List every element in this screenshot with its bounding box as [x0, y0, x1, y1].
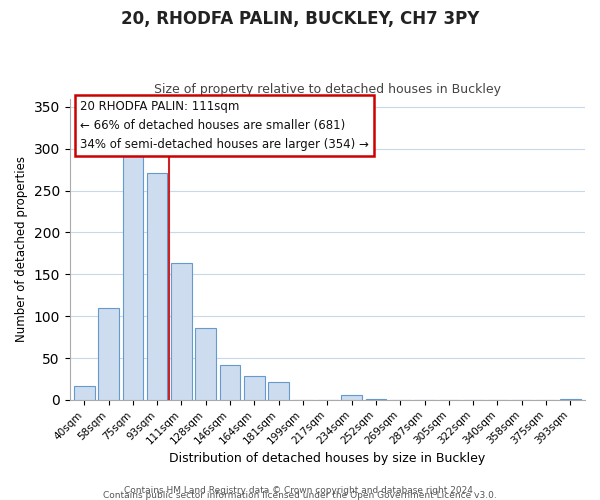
- Text: 20 RHODFA PALIN: 111sqm
← 66% of detached houses are smaller (681)
34% of semi-d: 20 RHODFA PALIN: 111sqm ← 66% of detache…: [80, 100, 369, 151]
- Y-axis label: Number of detached properties: Number of detached properties: [15, 156, 28, 342]
- Bar: [244, 376, 265, 400]
- Bar: [171, 264, 192, 400]
- X-axis label: Distribution of detached houses by size in Buckley: Distribution of detached houses by size …: [169, 452, 485, 465]
- Bar: [560, 399, 581, 400]
- Bar: [122, 154, 143, 400]
- Bar: [196, 328, 216, 400]
- Title: Size of property relative to detached houses in Buckley: Size of property relative to detached ho…: [154, 83, 501, 96]
- Text: Contains HM Land Registry data © Crown copyright and database right 2024.: Contains HM Land Registry data © Crown c…: [124, 486, 476, 495]
- Bar: [365, 399, 386, 400]
- Text: Contains public sector information licensed under the Open Government Licence v3: Contains public sector information licen…: [103, 491, 497, 500]
- Bar: [268, 382, 289, 400]
- Text: 20, RHODFA PALIN, BUCKLEY, CH7 3PY: 20, RHODFA PALIN, BUCKLEY, CH7 3PY: [121, 10, 479, 28]
- Bar: [98, 308, 119, 400]
- Bar: [74, 386, 95, 400]
- Bar: [341, 395, 362, 400]
- Bar: [220, 364, 241, 400]
- Bar: [147, 173, 167, 400]
